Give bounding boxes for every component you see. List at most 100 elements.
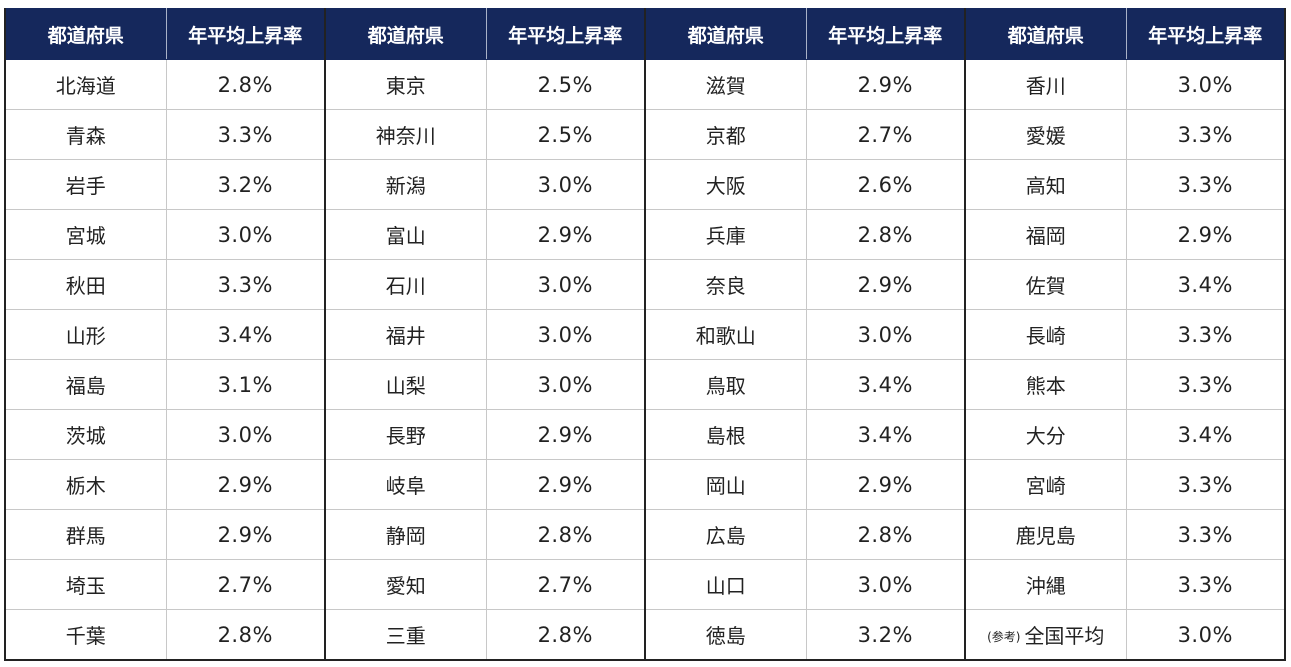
prefecture-cell: 大分 (964, 409, 1127, 460)
rate-cell: 3.0% (485, 159, 646, 210)
prefecture-name: 山形 (65, 324, 106, 348)
rate-cell: 3.0% (805, 559, 966, 610)
table-row: 岩手 3.2% 新潟 3.0% 大阪 2.6% 高知 3.3% (4, 159, 1286, 210)
rate-cell: 2.8% (805, 209, 966, 260)
rate-cell: 3.3% (165, 109, 326, 160)
rate-cell: 2.9% (485, 409, 646, 460)
prefecture-cell: 佐賀 (964, 259, 1127, 310)
rate-cell: 3.2% (805, 609, 966, 661)
prefecture-name: 兵庫 (705, 224, 746, 248)
table-row: 青森 3.3% 神奈川 2.5% 京都 2.7% 愛媛 3.3% (4, 109, 1286, 160)
prefecture-cell: 福井 (324, 309, 487, 360)
prefecture-name: 群馬 (65, 524, 106, 548)
rate-cell: 2.9% (1125, 209, 1286, 260)
rate-cell: 2.5% (485, 109, 646, 160)
prefecture-cell: 京都 (644, 109, 807, 160)
rate-cell: 3.0% (165, 209, 326, 260)
prefecture-name: 佐賀 (1025, 274, 1066, 298)
prefecture-name: 愛媛 (1025, 124, 1066, 148)
prefecture-name: 長野 (385, 424, 426, 448)
prefecture-name: 山梨 (385, 374, 426, 398)
prefecture-cell: 高知 (964, 159, 1127, 210)
table-row: 福島 3.1% 山梨 3.0% 鳥取 3.4% 熊本 3.3% (4, 359, 1286, 410)
rate-cell: 3.4% (805, 359, 966, 410)
prefecture-cell: 茨城 (4, 409, 167, 460)
rate-cell: 2.7% (165, 559, 326, 610)
prefecture-cell: 滋賀 (644, 59, 807, 110)
rate-cell: 3.4% (805, 409, 966, 460)
prefecture-cell: 徳島 (644, 609, 807, 661)
prefecture-cell: 山形 (4, 309, 167, 360)
table-row: 茨城 3.0% 長野 2.9% 島根 3.4% 大分 3.4% (4, 409, 1286, 460)
prefecture-name: 富山 (385, 224, 426, 248)
rate-cell: 2.9% (165, 459, 326, 510)
rate-cell: 3.0% (165, 409, 326, 460)
prefecture-cell: 青森 (4, 109, 167, 160)
header-rate: 年平均上昇率 (165, 8, 326, 60)
table-body: 北海道 2.8% 東京 2.5% 滋賀 2.9% 香川 3.0% 青森 3.3% 神奈川 2.5% 京都… (4, 59, 1286, 661)
prefecture-name: 山口 (705, 574, 746, 598)
prefecture-name: 青森 (65, 124, 106, 148)
prefecture-name: 埼玉 (65, 574, 106, 598)
rate-cell: 2.9% (805, 459, 966, 510)
prefecture-cell: 愛媛 (964, 109, 1127, 160)
rate-cell: 3.3% (1125, 159, 1286, 210)
prefecture-cell: 秋田 (4, 259, 167, 310)
prefecture-name: 滋賀 (705, 74, 746, 98)
prefecture-cell: 千葉 (4, 609, 167, 661)
prefecture-name: 京都 (705, 124, 746, 148)
prefecture-cell: 石川 (324, 259, 487, 310)
rate-cell: 3.0% (805, 309, 966, 360)
prefecture-cell: 神奈川 (324, 109, 487, 160)
rate-cell: 2.7% (485, 559, 646, 610)
rate-cell: 3.4% (1125, 259, 1286, 310)
prefecture-name: 新潟 (385, 174, 426, 198)
prefecture-name: 福井 (385, 324, 426, 348)
prefecture-name: 秋田 (65, 274, 106, 298)
header-row: 都道府県 年平均上昇率 都道府県 年平均上昇率 都道府県 年平均上昇率 都道府県… (4, 8, 1286, 60)
prefecture-cell: 和歌山 (644, 309, 807, 360)
table-wrapper: 都道府県 年平均上昇率 都道府県 年平均上昇率 都道府県 年平均上昇率 都道府県… (4, 8, 1286, 661)
rate-cell: 3.0% (485, 309, 646, 360)
prefecture-cell: 兵庫 (644, 209, 807, 260)
prefecture-cell: 長崎 (964, 309, 1127, 360)
prefecture-name: 福岡 (1025, 224, 1066, 248)
prefecture-name: 三重 (385, 624, 426, 648)
prefecture-name: 香川 (1025, 74, 1066, 98)
header-rate: 年平均上昇率 (1125, 8, 1286, 60)
prefecture-name: 岩手 (65, 174, 106, 198)
rate-cell: 2.9% (805, 259, 966, 310)
prefecture-name: 徳島 (705, 624, 746, 648)
rate-cell: 2.9% (165, 509, 326, 560)
prefecture-cell: 山梨 (324, 359, 487, 410)
prefecture-name: 島根 (705, 424, 746, 448)
prefecture-cell: 新潟 (324, 159, 487, 210)
prefecture-name: 静岡 (385, 524, 426, 548)
rate-cell: 3.3% (1125, 459, 1286, 510)
prefecture-cell: 三重 (324, 609, 487, 661)
rate-cell: 3.3% (165, 259, 326, 310)
prefecture-name: 愛知 (385, 574, 426, 598)
prefecture-cell: 奈良 (644, 259, 807, 310)
prefecture-cell: (参考) 全国平均 (964, 609, 1127, 661)
prefecture-cell: 北海道 (4, 59, 167, 110)
table-row: 山形 3.4% 福井 3.0% 和歌山 3.0% 長崎 3.3% (4, 309, 1286, 360)
rate-cell: 2.8% (485, 609, 646, 661)
prefecture-name: 鹿児島 (1015, 524, 1076, 548)
header-prefecture: 都道府県 (644, 8, 807, 60)
prefecture-cell: 岐阜 (324, 459, 487, 510)
prefecture-name: 千葉 (65, 624, 106, 648)
rate-cell: 3.1% (165, 359, 326, 410)
rate-cell: 3.0% (485, 359, 646, 410)
rate-cell: 2.7% (805, 109, 966, 160)
rate-cell: 2.9% (805, 59, 966, 110)
prefecture-cell: 栃木 (4, 459, 167, 510)
rate-cell: 3.0% (1125, 59, 1286, 110)
prefecture-cell: 山口 (644, 559, 807, 610)
prefecture-cell: 広島 (644, 509, 807, 560)
header-prefecture: 都道府県 (324, 8, 487, 60)
prefecture-name: 奈良 (705, 274, 746, 298)
rate-cell: 3.2% (165, 159, 326, 210)
prefecture-name: 石川 (385, 274, 426, 298)
prefecture-name: 大阪 (705, 174, 746, 198)
